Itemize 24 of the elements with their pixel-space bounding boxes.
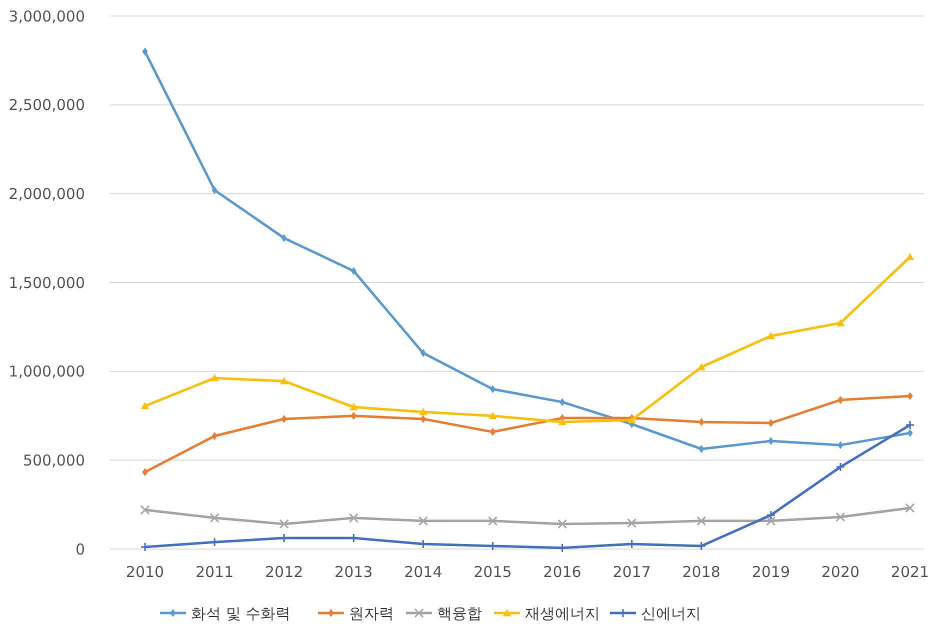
legend-label: 화석 및 수화력 xyxy=(191,604,291,622)
x-tick-label: 2018 xyxy=(682,563,720,581)
x-tick-label: 2011 xyxy=(195,563,234,581)
y-tick-label: 1,500,000 xyxy=(8,274,85,292)
x-tick-label: 2014 xyxy=(404,563,442,581)
y-tick-label: 3,000,000 xyxy=(8,7,85,26)
y-tick-label: 0 xyxy=(75,540,85,558)
y-tick-label: 500,000 xyxy=(22,451,85,470)
legend-label: 재생에너지 xyxy=(525,604,600,622)
x-tick-label: 2020 xyxy=(821,563,860,581)
x-tick-label: 2013 xyxy=(334,563,373,581)
y-tick-label: 1,000,000 xyxy=(8,362,85,381)
x-tick-label: 2019 xyxy=(752,563,790,581)
y-tick-label: 2,000,000 xyxy=(8,184,85,203)
x-tick-label: 2015 xyxy=(474,563,512,581)
x-tick-label: 2021 xyxy=(890,563,930,581)
y-tick-label: 2,500,000 xyxy=(8,96,85,114)
x-tick-label: 2010 xyxy=(126,563,164,581)
legend-label: 핵융합 xyxy=(437,604,482,622)
x-tick-label: 2016 xyxy=(543,563,582,581)
legend-label: 원자력 xyxy=(349,604,394,622)
legend-label: 신에너지 xyxy=(641,604,701,622)
x-tick-label: 2017 xyxy=(612,563,651,581)
x-tick-label: 2012 xyxy=(264,563,304,581)
